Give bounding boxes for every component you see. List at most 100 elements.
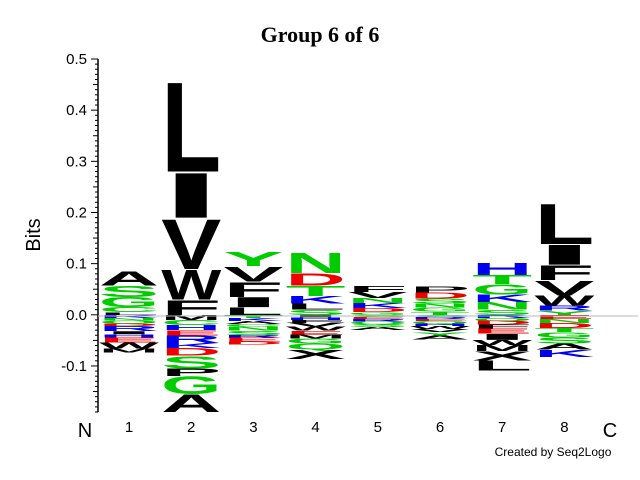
logo-letter-n: N bbox=[99, 317, 159, 321]
logo-letter-r: R bbox=[410, 316, 470, 319]
logo-letter-l: L bbox=[223, 305, 283, 317]
logo-letter-g: G bbox=[161, 372, 221, 400]
logo-letter-w: W bbox=[472, 338, 532, 346]
logo-letter-l: L bbox=[534, 193, 594, 257]
credit-text: Created by Seq2Logo bbox=[495, 445, 612, 459]
position-labels: 1 2 3 4 5 6 7 8 bbox=[125, 419, 569, 436]
logo-letter-r: R bbox=[161, 333, 221, 345]
logo-letter-n: N bbox=[348, 297, 408, 305]
logo-letter-q: Q bbox=[410, 320, 470, 324]
logo-letter-g: G bbox=[534, 331, 594, 339]
logo-letter-n: N bbox=[534, 318, 594, 324]
logo-letter-y: Y bbox=[534, 310, 594, 316]
logo-letter-l: L bbox=[161, 56, 221, 200]
logo-letter-w: W bbox=[99, 341, 159, 351]
logo-letter-v: V bbox=[410, 328, 471, 333]
logo-letter-f: F bbox=[472, 323, 532, 329]
logo-letter-d: D bbox=[472, 320, 532, 326]
logo-letter-g: G bbox=[410, 306, 470, 312]
y-tick-label: -0.1 bbox=[61, 358, 87, 375]
position-label: 1 bbox=[125, 419, 133, 436]
logo-letter-v: V bbox=[161, 205, 221, 285]
logo-letter-e: E bbox=[472, 327, 532, 335]
logo-letter-k: K bbox=[161, 342, 222, 350]
logo-letter-a: A bbox=[223, 320, 283, 325]
logo-letter-i: I bbox=[534, 239, 594, 271]
logo-letter-m: M bbox=[161, 313, 221, 321]
y-tick-label: 0.2 bbox=[66, 204, 87, 221]
logo-letter-f: F bbox=[286, 319, 346, 324]
logo-letter-s: S bbox=[472, 308, 532, 316]
logo-letter-h: H bbox=[161, 324, 221, 332]
logo-letter-f: F bbox=[534, 261, 594, 285]
logo-letter-a: A bbox=[99, 267, 159, 290]
logo-letter-c: C bbox=[223, 323, 283, 327]
logo-letter-v: V bbox=[223, 262, 284, 286]
logo-letter-x: X bbox=[286, 347, 346, 361]
logo-letter-d: D bbox=[348, 307, 408, 313]
logo-letter-r: R bbox=[534, 304, 594, 312]
y-tick-label: 0.0 bbox=[66, 307, 87, 324]
logo-letter-q: Q bbox=[99, 320, 159, 325]
logo-letter-c: C bbox=[161, 319, 221, 327]
logo-letter-k: K bbox=[223, 317, 283, 322]
logo-letter-g: G bbox=[99, 294, 159, 310]
y-axis: 0.5 0.4 0.3 0.2 0.1 0.0 -0.1 bbox=[61, 51, 99, 413]
logo-letter-d: D bbox=[161, 346, 221, 358]
logo-letter-e: E bbox=[410, 318, 470, 321]
logo-letter-i: I bbox=[99, 330, 159, 335]
logo-letter-l: L bbox=[472, 358, 532, 374]
logo-letter-e: E bbox=[99, 336, 159, 344]
logo-letter-s: S bbox=[99, 283, 159, 301]
position-label: 5 bbox=[374, 419, 382, 436]
position-label: 8 bbox=[560, 419, 568, 436]
logo-letter-n: N bbox=[223, 326, 283, 332]
logo-letter-g: G bbox=[286, 337, 346, 345]
position-label: 7 bbox=[498, 419, 506, 436]
logo-letter-y: Y bbox=[223, 248, 283, 270]
position-label: 4 bbox=[311, 419, 319, 436]
logo-letter-k: K bbox=[286, 294, 346, 306]
y-tick-label: 0.4 bbox=[66, 102, 87, 119]
logo-letter-a: A bbox=[410, 334, 470, 340]
logo-letter-y: Y bbox=[410, 331, 470, 336]
logo-letter-i: I bbox=[472, 332, 532, 342]
logo-letter-s: S bbox=[161, 352, 221, 372]
logo-letter-s: S bbox=[286, 308, 346, 316]
logo-letter-m: M bbox=[99, 348, 159, 354]
logo-letter-a: A bbox=[161, 390, 221, 418]
logo-letter-g: G bbox=[348, 312, 408, 316]
logo-letter-a: A bbox=[534, 342, 594, 352]
position-label: 2 bbox=[187, 419, 195, 436]
logo-letter-r: R bbox=[223, 334, 283, 339]
y-tick-label: 0.3 bbox=[66, 153, 87, 170]
logo-letter-e: E bbox=[223, 337, 283, 343]
logo-stacks: LCGSAKNQDRIHEWMFWVILMCHERKDSPGALIFVYTKAC… bbox=[99, 56, 595, 418]
logo-letter-s: S bbox=[223, 330, 283, 336]
logo-letter-m: M bbox=[472, 343, 532, 353]
logo-letter-c: C bbox=[99, 306, 159, 314]
logo-letter-t: T bbox=[286, 283, 346, 299]
logo-letter-w: W bbox=[410, 325, 471, 330]
logo-letter-q: Q bbox=[286, 342, 346, 352]
logo-letter-f: F bbox=[223, 278, 283, 302]
logo-letter-n: N bbox=[472, 300, 532, 312]
logo-letter-k: K bbox=[472, 292, 532, 304]
logo-letter-d: D bbox=[410, 291, 470, 301]
logo-letter-d: D bbox=[534, 322, 594, 330]
logo-letter-n: N bbox=[286, 248, 346, 280]
logo-letter-s: S bbox=[410, 297, 470, 305]
logo-letter-l: L bbox=[286, 302, 346, 312]
logo-letter-w: W bbox=[286, 325, 347, 331]
logo-letter-p: P bbox=[161, 366, 221, 378]
logo-letter-x: X bbox=[472, 349, 532, 363]
logo-letter-e: E bbox=[348, 316, 408, 319]
logo-letter-e: E bbox=[286, 330, 346, 336]
y-axis-label: Bits bbox=[23, 218, 45, 251]
logo-letter-k: K bbox=[348, 302, 409, 310]
logo-letter-e: E bbox=[534, 314, 594, 320]
logo-letter-v: V bbox=[286, 322, 347, 328]
logo-letter-h: H bbox=[472, 259, 532, 279]
logo-letter-r: R bbox=[99, 325, 159, 333]
logo-letter-t: T bbox=[472, 273, 532, 287]
